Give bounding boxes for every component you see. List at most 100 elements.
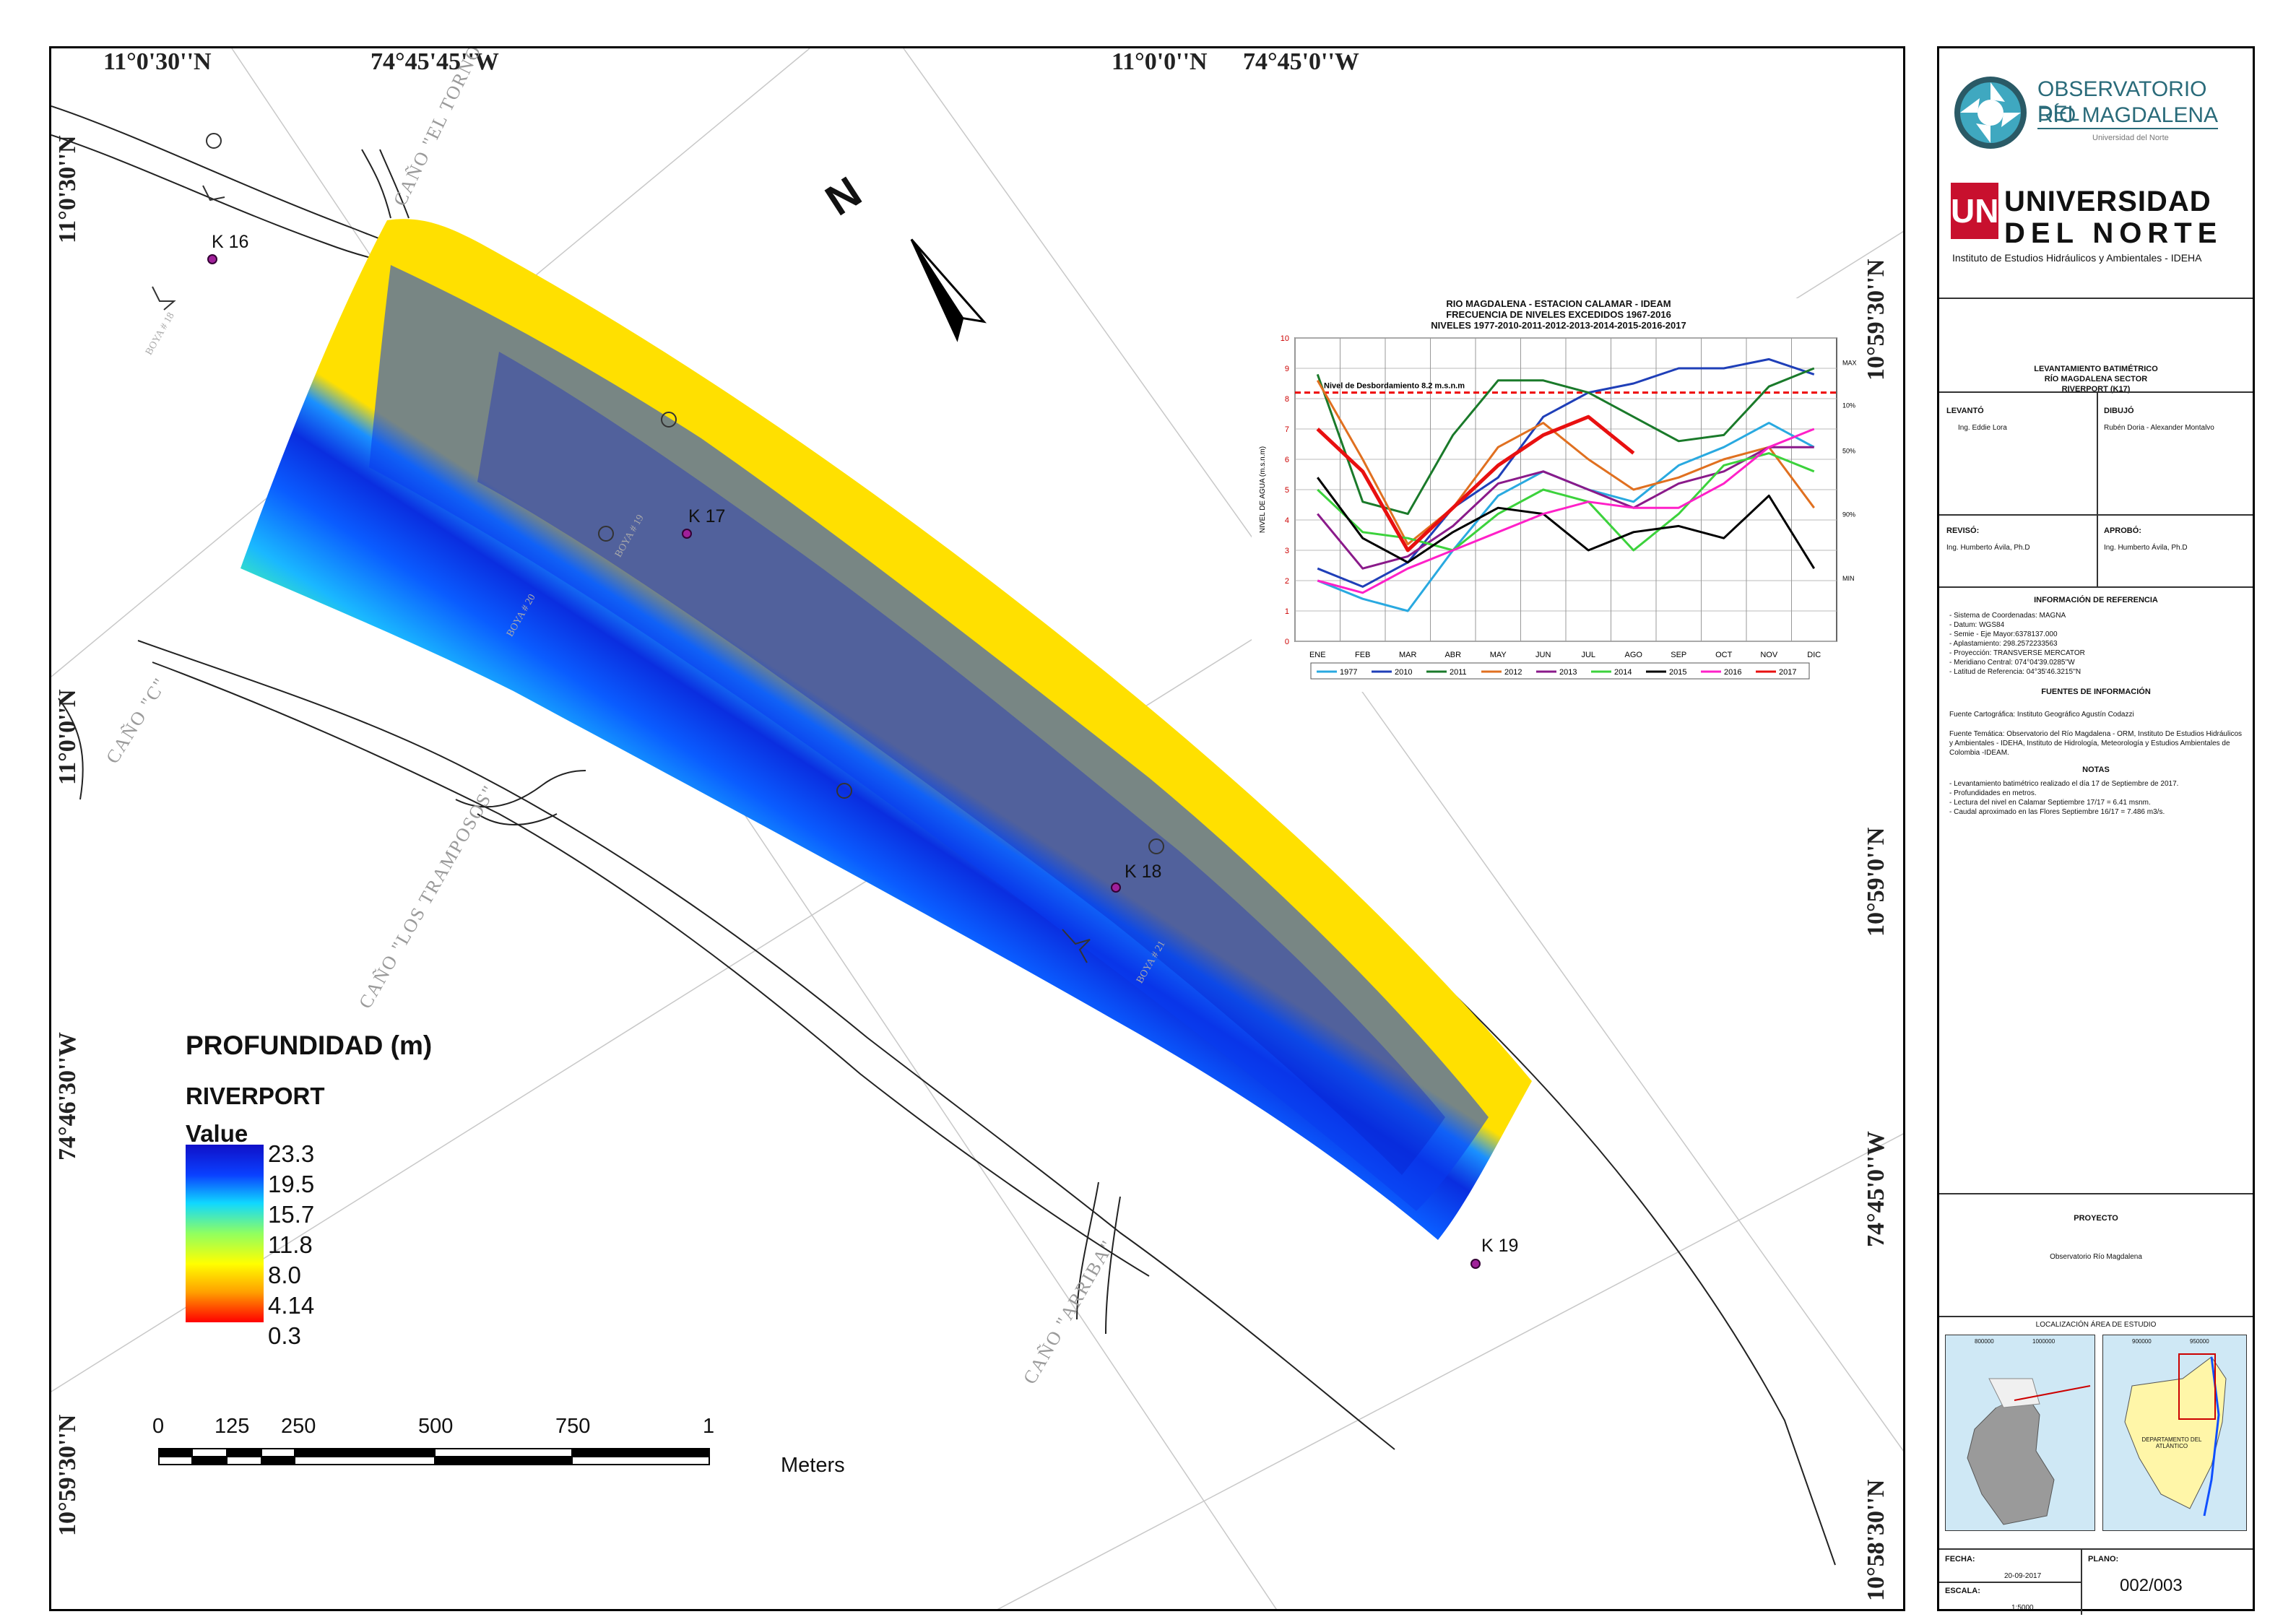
- footer-section: FECHA: 20-09-2017 ESCALA: 1:5000 PLANO: …: [1939, 1548, 2253, 1615]
- reviso-label: REVISÓ:: [1946, 526, 1980, 535]
- legend-entry: 2012: [1504, 668, 1522, 677]
- water-level-chart: RIO MAGDALENA - ESTACION CALAMAR - IDEAM…: [1252, 298, 1866, 692]
- loc-tick: 800000: [1975, 1338, 1994, 1345]
- frequency-label: 50%: [1842, 447, 1855, 454]
- series-line-2011: [1316, 367, 1815, 516]
- info-ref-item: - Aplastamiento: 298.2572233563: [1949, 640, 2058, 648]
- x-tick-label: NOV: [1760, 651, 1778, 659]
- series-legend: [1310, 662, 1810, 680]
- legend-value-label: Value: [186, 1120, 248, 1147]
- scale-tick: 125: [215, 1415, 250, 1438]
- k16-marker: [207, 254, 217, 264]
- x-tick-label: ABR: [1444, 651, 1461, 659]
- scale-bar: [158, 1448, 710, 1465]
- coord-left-4: 10°59'30''N: [54, 1414, 81, 1537]
- coord-top-1: 11°0'30''N: [103, 48, 212, 75]
- legend-entry: 1977: [1340, 668, 1357, 677]
- buoy-symbols: [152, 133, 1164, 963]
- chart-plot: 0 1 2 3 4 5 6 7 8 9 10 ENE FEB MAR ABR MAY JUN JUL AGO SEP O…: [1259, 334, 1857, 680]
- coord-right-2: 10°59'0''N: [1863, 827, 1889, 937]
- y-tick-label: 6: [1285, 456, 1289, 464]
- y-tick-label: 9: [1285, 365, 1289, 373]
- x-tick-label: JUN: [1535, 651, 1551, 659]
- north-arrow: [910, 238, 987, 342]
- fuentes-title: FUENTES DE INFORMACIÓN: [2041, 688, 2151, 696]
- localizacion-title: LOCALIZACIÓN ÁREA DE ESTUDIO: [2035, 1321, 2157, 1329]
- k19-marker: [1470, 1259, 1481, 1269]
- k18-marker: [1111, 882, 1121, 893]
- legend-value: 11.8: [268, 1231, 313, 1258]
- title-block: OBSERVATORIO DEL RÍO MAGDALENA Universid…: [1937, 46, 2255, 1615]
- observatorio-line3: Universidad del Norte: [2092, 134, 2169, 142]
- frequency-label: MAX: [1842, 360, 1857, 367]
- flood-level-label: Nivel de Desbordamiento 8.2 m.s.n.m: [1324, 382, 1465, 391]
- atlantico-inset-map: DEPARTAMENTO DEL ATLÁNTICO 900000 950000: [2102, 1335, 2247, 1531]
- legend-value: 23.3: [268, 1140, 315, 1167]
- legend-entry: 2013: [1559, 668, 1577, 677]
- chart-subtitle-2: NIVELES 1977-2010-2011-2012-2013-2014-20…: [1431, 320, 1686, 331]
- y-tick-label: 7: [1285, 425, 1289, 434]
- dibujo-label: DIBUJÓ: [2104, 407, 2134, 415]
- scale-tick: 0: [152, 1415, 165, 1438]
- legend-entry: 2011: [1450, 668, 1467, 677]
- series-line-2016: [1317, 428, 1815, 594]
- plano-value: 002/003: [2120, 1576, 2183, 1595]
- y-tick-label: 2: [1285, 577, 1289, 586]
- levanto-label: LEVANTÓ: [1946, 407, 1984, 415]
- coord-right-1: 10°59'30''N: [1863, 259, 1889, 381]
- scale-unit: Meters: [781, 1454, 845, 1477]
- legend-entry: 2014: [1614, 668, 1632, 677]
- legend-value: 8.0: [268, 1262, 301, 1288]
- legend-subtitle: RIVERPORT: [186, 1083, 325, 1109]
- legend-entry: 2017: [1779, 668, 1796, 677]
- y-tick-label: 8: [1285, 395, 1289, 404]
- proyecto-value: Observatorio Río Magdalena: [2050, 1253, 2142, 1261]
- un-mark: UN: [1951, 183, 1998, 239]
- observatorio-line2: RÍO MAGDALENA: [2037, 103, 2219, 129]
- legend-values: 23.3 19.5 15.7 11.8 8.0 4.14 0.3: [268, 1139, 314, 1351]
- coord-left-2: 11°0'0''N: [54, 689, 81, 785]
- info-ref-item: - Sistema de Coordenadas: MAGNA: [1949, 612, 2066, 620]
- atlantico-shape: [2124, 1353, 2227, 1517]
- info-ref-list: - Sistema de Coordenadas: MAGNA - Datum:…: [1949, 611, 2253, 677]
- survey-title-line: LEVANTAMIENTO BATIMÉTRICO: [2034, 365, 2158, 373]
- k16-label: K 16: [212, 232, 249, 252]
- y-tick-label: 3: [1285, 547, 1289, 555]
- series-line-2015: [1317, 477, 1816, 569]
- x-tick-label: JUL: [1581, 651, 1595, 659]
- nota-item: - Caudal aproximado en las Flores Septie…: [1949, 808, 2165, 816]
- dibujo-value: Rubén Doria - Alexander Montalvo: [2104, 424, 2214, 432]
- info-ref-item: - Latitud de Referencia: 04°35'46.3215''…: [1949, 668, 2081, 676]
- location-section: LOCALIZACIÓN ÁREA DE ESTUDIO 800000 1000…: [1939, 1316, 2253, 1548]
- credits-row-2: REVISÓ: Ing. Humberto Ávila, Ph.D APROBÓ…: [1939, 514, 2253, 588]
- k17-marker: [682, 529, 692, 539]
- k19-label: K 19: [1481, 1236, 1519, 1256]
- reviso-value: Ing. Humberto Ávila, Ph.D: [1946, 544, 2030, 552]
- colombia-inset-map: 800000 1000000: [1945, 1335, 2095, 1531]
- uninorte-line2: DEL NORTE: [2004, 217, 2223, 249]
- info-ref-item: - Meridiano Central: 074°04'39.0285''W: [1949, 659, 2075, 667]
- legend-value: 0.3: [268, 1322, 301, 1349]
- survey-points: [207, 254, 1481, 1269]
- coord-top-3: 11°0'0''N: [1112, 48, 1208, 75]
- notas-title: NOTAS: [2082, 766, 2110, 774]
- k18-label: K 18: [1125, 862, 1162, 882]
- y-tick-label: 4: [1285, 516, 1289, 525]
- coord-left-3: 74°46'30''W: [54, 1032, 81, 1161]
- y-tick-label: 1: [1285, 607, 1289, 616]
- x-tick-label: MAR: [1399, 651, 1417, 659]
- loc-tick: 900000: [2132, 1338, 2152, 1345]
- series-line-2017: [1316, 415, 1635, 552]
- nota-item: - Lectura del nivel en Calamar Septiembr…: [1949, 799, 2151, 807]
- frequency-label: 90%: [1842, 511, 1855, 519]
- legend-value: 15.7: [268, 1201, 315, 1228]
- fecha-value: 20-09-2017: [2004, 1572, 2042, 1580]
- x-tick-label: OCT: [1715, 651, 1733, 659]
- aprobo-label: APROBÓ:: [2104, 526, 2141, 535]
- scale-tick: 750: [555, 1415, 591, 1438]
- frequency-label: 10%: [1842, 402, 1855, 409]
- aperture-icon: [1954, 77, 2027, 149]
- series-line-2012: [1316, 380, 1815, 546]
- k17-label: K 17: [688, 506, 726, 526]
- y-axis-label: NIVEL DE AGUA (m.s.n.m): [1259, 446, 1267, 533]
